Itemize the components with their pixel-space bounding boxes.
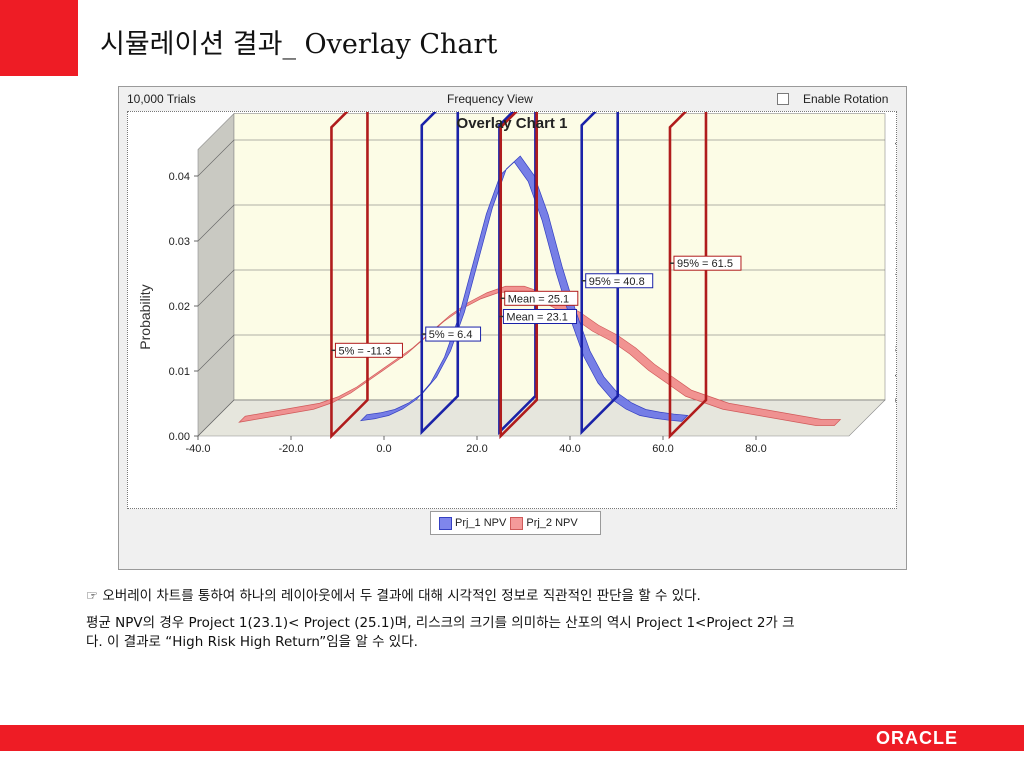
- marker-label-box-1: [334, 342, 403, 358]
- y-tick-label-0: 0.00: [169, 431, 190, 443]
- chart-legend: Prj_1 NPV Prj_2 NPV: [430, 511, 601, 535]
- x-tick-label-4: 40.0: [559, 443, 580, 455]
- trials-label: 10,000 Trials: [127, 92, 196, 106]
- slide-title: 시뮬레이션 결과_ Overlay Chart: [100, 29, 498, 60]
- note-line-1: ☞ 오버레이 차트를 통하여 하나의 레이아웃에서 두 결과에 대해 시각적인 …: [86, 588, 701, 604]
- title-accent-block: [0, 0, 78, 76]
- y-tick-label-1: 0.01: [169, 366, 190, 378]
- marker-label-6: 95% = 61.5: [677, 258, 733, 270]
- y2-tick-label-1: 40: [895, 369, 896, 381]
- marker-label-4: Mean = 25.1: [508, 293, 569, 305]
- oracle-logo: ORACLE: [876, 728, 958, 748]
- y-tick-label-2: 0.02: [169, 301, 190, 313]
- y-tick-label-3: 0.03: [169, 236, 190, 248]
- marker-label-3: Mean = 23.1: [506, 312, 567, 324]
- footer-bar: ORACLE: [0, 725, 1024, 751]
- chart-frame: -40.0 -20.0 0.0 20.0 40.0 60.0 80.0 0.00 0.01 0.0…: [127, 86, 940, 509]
- view-label[interactable]: Frequency View: [447, 92, 533, 106]
- legend-item-prj1: Prj_1 NPV: [439, 516, 507, 530]
- y-tick-label-4: 0.04: [169, 171, 190, 183]
- legend-item-prj2: Prj_2 NPV: [510, 516, 578, 530]
- x-tick-label-3: 20.0: [466, 443, 487, 455]
- y2-tick-label-3: 120: [895, 318, 896, 330]
- note-line-3: 다. 이 결과로 “High Risk High Return”임을 알 수 있…: [86, 634, 418, 650]
- x-tick-label-2: 0.0: [376, 443, 391, 455]
- legend-label-prj2: Prj_2 NPV: [526, 517, 578, 529]
- left-wall: [197, 112, 235, 437]
- y2-tick-label-10: 400: [895, 137, 896, 149]
- x-tick-label-1: -20.0: [278, 443, 303, 455]
- y2-tick-label-6: 240: [895, 240, 896, 252]
- y2-tick-label-2: 80: [895, 343, 896, 355]
- x-tick-label-6: 80.0: [745, 443, 766, 455]
- legend-swatch-prj1: [439, 516, 452, 530]
- legend-label-prj1: Prj_1 NPV: [455, 517, 507, 529]
- marker-label-5: 95% = 40.8: [589, 276, 645, 288]
- enable-rotation-checkbox[interactable]: [777, 93, 789, 105]
- y2-tick-label-7: 280: [895, 214, 896, 226]
- gridline-left-1: [197, 334, 235, 372]
- series-ribbon-1: [359, 155, 689, 422]
- note-line-2: 평균 NPV의 경우 Project 1(23.1)< Project (25.…: [86, 615, 795, 631]
- y2-tick-label-0: 0: [895, 395, 896, 407]
- marker-label-2: 5% = 6.4: [429, 329, 473, 341]
- chart-title: Overlay Chart 1: [457, 115, 568, 132]
- marker-label-1: 5% = -11.3: [338, 345, 391, 357]
- y2-tick-label-5: 200: [895, 266, 896, 278]
- x-tick-label-0: -40.0: [185, 443, 210, 455]
- x-tick-label-5: 60.0: [652, 443, 673, 455]
- overlay-chart: -40.0 -20.0 0.0 20.0 40.0 60.0 80.00.000.010.0…: [137, 86, 940, 455]
- gridline-left-2: [197, 269, 235, 307]
- gridline-left-4: [197, 139, 235, 177]
- gridline-left-3: [197, 204, 235, 242]
- gridline-left-0: [197, 399, 235, 437]
- y2-tick-label-9: 360: [895, 163, 896, 175]
- chart-window: 10,000 Trials Frequency View Enable Rota…: [118, 86, 940, 570]
- y2-tick-label-8: 320: [895, 189, 896, 201]
- legend-swatch-prj2: [510, 516, 524, 530]
- y-axis-label: Probability: [137, 284, 153, 349]
- enable-rotation-label[interactable]: Enable Rotation: [803, 92, 889, 106]
- y2-tick-label-4: 160: [895, 292, 896, 304]
